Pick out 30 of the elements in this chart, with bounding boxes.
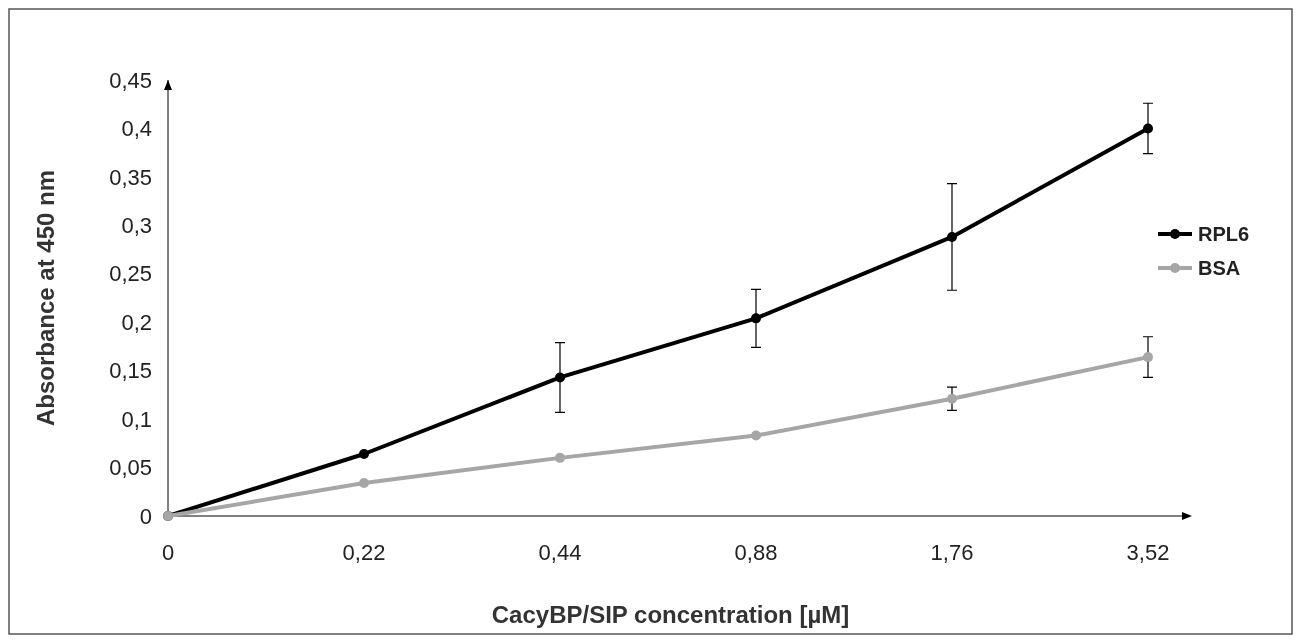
x-tick-label: 0 bbox=[161, 540, 175, 565]
y-tick-label: 0,05 bbox=[109, 455, 152, 481]
legend-label: BSA bbox=[1198, 257, 1241, 279]
point bbox=[359, 478, 369, 489]
point bbox=[1143, 352, 1153, 363]
y-tick-label: 0,15 bbox=[109, 358, 152, 384]
y-tick-label: 0,1 bbox=[121, 406, 152, 432]
y-axis-title: Absorbance at 450 nm bbox=[32, 169, 59, 427]
x-tick-label: 0,22 bbox=[342, 540, 386, 565]
point bbox=[947, 231, 957, 242]
x-tick-label: 3,52 bbox=[1126, 540, 1170, 565]
point bbox=[359, 448, 369, 459]
y-tick-label: 0,2 bbox=[121, 309, 152, 335]
y-tick-label: 0,4 bbox=[121, 116, 152, 142]
point bbox=[947, 393, 957, 404]
legend-label: RPL6 bbox=[1198, 223, 1250, 245]
point bbox=[555, 372, 565, 383]
point bbox=[555, 452, 565, 463]
x-tick-label: 1,76 bbox=[930, 540, 974, 565]
x-tick-label: 0,88 bbox=[734, 540, 778, 565]
y-tick-label: 0,3 bbox=[121, 213, 152, 239]
point bbox=[751, 430, 761, 441]
y-tick-label: 0,35 bbox=[109, 164, 152, 190]
x-axis-title: CacyBP/SIP concentration [µM] bbox=[491, 601, 850, 628]
y-tick-label: 0 bbox=[139, 503, 152, 529]
x-tick-label: 0,44 bbox=[538, 540, 582, 565]
y-tick-label: 0,45 bbox=[109, 67, 152, 93]
y-tick-label: 0,25 bbox=[109, 261, 152, 287]
point bbox=[1143, 123, 1153, 134]
point bbox=[751, 313, 761, 324]
